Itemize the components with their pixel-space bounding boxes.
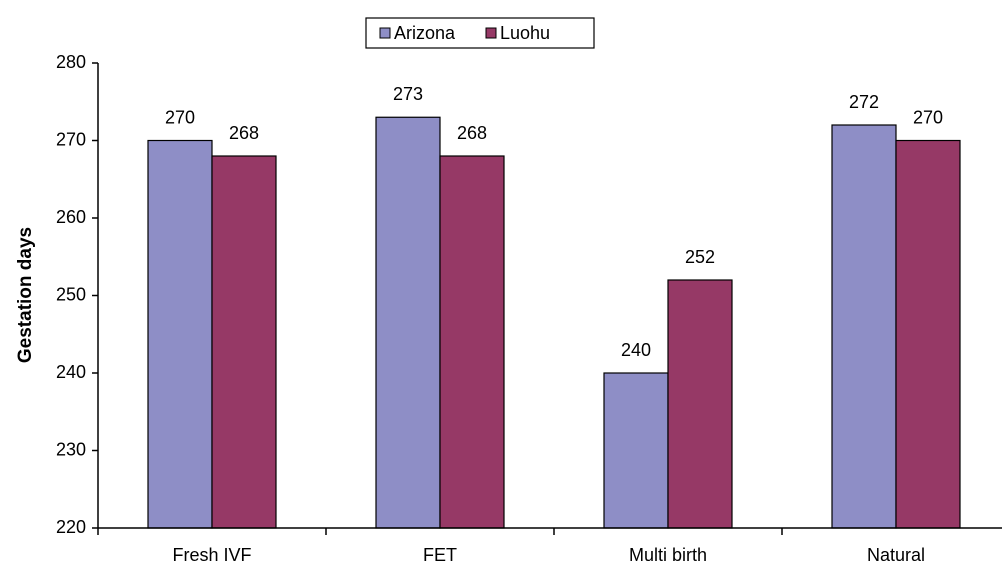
data-label: 252 [685, 247, 715, 267]
y-tick-label: 240 [56, 362, 86, 382]
bar [667, 279, 733, 529]
x-tick-label: Natural [867, 545, 925, 565]
y-tick-label: 270 [56, 129, 86, 149]
legend-swatch [485, 27, 497, 39]
legend-swatch [379, 27, 391, 39]
legend-label: Luohu [500, 23, 550, 43]
data-label: 272 [849, 92, 879, 112]
bar [895, 139, 961, 529]
bar [211, 155, 277, 529]
bar [603, 372, 669, 529]
x-tick-label: FET [423, 545, 457, 565]
bar [439, 155, 505, 529]
legend-label: Arizona [394, 23, 456, 43]
bar [375, 116, 441, 529]
y-axis-label: Gestation days [15, 227, 36, 363]
legend-box [365, 17, 595, 49]
bar [147, 139, 213, 529]
data-label: 270 [165, 107, 195, 127]
y-tick-label: 280 [56, 52, 86, 72]
data-label: 240 [621, 340, 651, 360]
y-tick-label: 260 [56, 207, 86, 227]
y-tick-label: 230 [56, 439, 86, 459]
x-tick-label: Fresh IVF [172, 545, 251, 565]
data-label: 268 [229, 123, 259, 143]
y-tick-label: 250 [56, 284, 86, 304]
data-label: 270 [913, 107, 943, 127]
y-tick-label: 220 [56, 517, 86, 537]
bar [831, 124, 897, 529]
data-label: 273 [393, 84, 423, 104]
x-tick-label: Multi birth [629, 545, 707, 565]
data-label: 268 [457, 123, 487, 143]
